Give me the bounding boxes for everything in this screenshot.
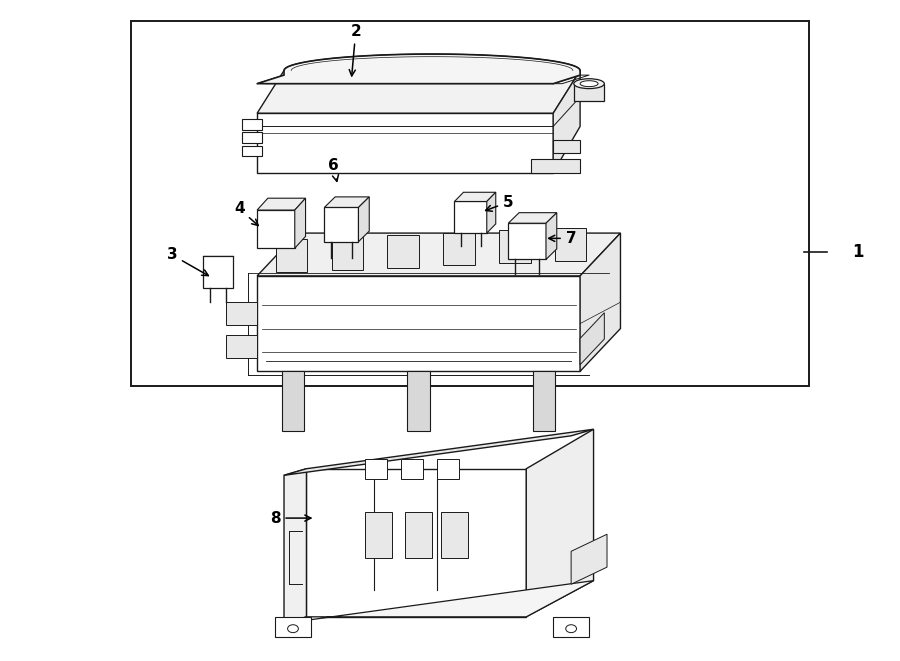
Polygon shape — [242, 119, 262, 130]
Circle shape — [566, 625, 577, 633]
Polygon shape — [580, 313, 604, 365]
Polygon shape — [284, 580, 594, 623]
Polygon shape — [257, 198, 305, 210]
Polygon shape — [508, 223, 546, 259]
Polygon shape — [257, 113, 554, 173]
Polygon shape — [257, 210, 295, 249]
Text: 3: 3 — [166, 247, 208, 276]
Polygon shape — [226, 335, 257, 358]
Polygon shape — [282, 371, 304, 430]
Polygon shape — [444, 233, 474, 266]
Polygon shape — [284, 429, 594, 475]
Polygon shape — [508, 213, 557, 223]
Polygon shape — [533, 371, 555, 430]
Polygon shape — [257, 54, 580, 84]
Polygon shape — [487, 192, 496, 233]
Text: 4: 4 — [234, 201, 258, 225]
Polygon shape — [242, 132, 262, 143]
Polygon shape — [531, 159, 580, 173]
Bar — [131, 21, 809, 387]
Polygon shape — [306, 469, 526, 617]
Polygon shape — [324, 197, 369, 208]
Polygon shape — [364, 512, 392, 558]
Polygon shape — [408, 371, 430, 430]
Polygon shape — [555, 228, 587, 261]
Polygon shape — [324, 208, 358, 242]
Polygon shape — [358, 197, 369, 242]
Polygon shape — [364, 459, 387, 479]
Polygon shape — [574, 84, 604, 101]
Text: 5: 5 — [486, 194, 514, 212]
Polygon shape — [275, 617, 310, 637]
Text: 1: 1 — [852, 243, 864, 260]
Polygon shape — [572, 534, 607, 584]
Polygon shape — [405, 512, 432, 558]
Polygon shape — [257, 71, 580, 113]
Polygon shape — [554, 617, 590, 637]
Polygon shape — [400, 459, 423, 479]
Text: 8: 8 — [270, 510, 310, 525]
Polygon shape — [546, 213, 557, 259]
Ellipse shape — [580, 81, 598, 87]
Polygon shape — [454, 192, 496, 202]
Polygon shape — [500, 231, 530, 263]
Polygon shape — [203, 256, 233, 288]
Polygon shape — [331, 237, 363, 270]
Polygon shape — [554, 71, 580, 173]
Text: 2: 2 — [349, 24, 361, 76]
Polygon shape — [284, 469, 306, 623]
Polygon shape — [436, 459, 459, 479]
Polygon shape — [441, 512, 468, 558]
Polygon shape — [275, 239, 307, 272]
Polygon shape — [526, 429, 594, 617]
Ellipse shape — [574, 79, 604, 89]
Circle shape — [288, 625, 299, 633]
Polygon shape — [554, 139, 580, 153]
Polygon shape — [580, 233, 620, 371]
Polygon shape — [295, 198, 305, 249]
Polygon shape — [387, 235, 418, 268]
Text: 7: 7 — [549, 231, 576, 246]
Text: 6: 6 — [328, 159, 338, 181]
Polygon shape — [226, 302, 257, 325]
Polygon shape — [257, 233, 620, 276]
Polygon shape — [242, 145, 262, 156]
Polygon shape — [454, 202, 487, 233]
Polygon shape — [257, 276, 580, 371]
